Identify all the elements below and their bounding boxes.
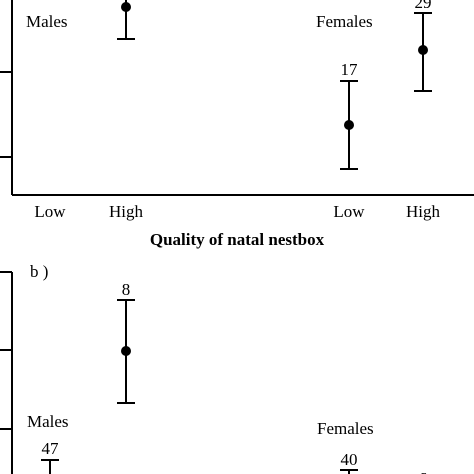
mean-point: [418, 45, 428, 55]
panel-a-tick-label-males-low: Low: [34, 202, 66, 221]
panel-a-point-females-high: 29: [414, 0, 432, 92]
panel-a-x-axis-title: Quality of natal nestbox: [150, 230, 325, 249]
panel-a-point-females-low: 17: [340, 60, 359, 170]
sample-size-label: 8: [122, 280, 131, 299]
sample-size-label: 17: [341, 60, 359, 79]
panel-a-tick-label-males-high: High: [109, 202, 144, 221]
mean-point: [121, 346, 131, 356]
sample-size-label: 47: [42, 439, 60, 458]
panel-a-tick-label-females-low: Low: [333, 202, 365, 221]
mean-point: [121, 2, 131, 12]
panel-a-tick-label-females-high: High: [406, 202, 441, 221]
panel-b-group-label-males: Males: [27, 412, 69, 431]
mean-point: [344, 120, 354, 130]
panel-a-group-label-females: Females: [316, 12, 373, 31]
sample-size-label: 6: [419, 469, 428, 474]
panel-a: Males Females Low High Low High Quality …: [0, 0, 474, 249]
panel-b: b ) Males Females 8 47 40 6: [0, 262, 427, 474]
sample-size-label: 29: [415, 0, 432, 12]
panel-b-point-females-high: 6: [419, 469, 428, 474]
panel-b-group-label-females: Females: [317, 419, 374, 438]
panel-a-point-males-high: [117, 0, 135, 40]
panel-a-group-label-males: Males: [26, 12, 68, 31]
panel-b-label: b ): [30, 262, 48, 281]
panel-b-axes: [0, 271, 13, 474]
panel-b-point-males-high: 8: [117, 280, 135, 404]
panel-a-axes: [0, 0, 474, 196]
sample-size-label: 40: [341, 450, 358, 469]
panel-b-point-females-low: 40: [340, 450, 358, 474]
panel-b-point-males-low: 47: [41, 439, 59, 474]
